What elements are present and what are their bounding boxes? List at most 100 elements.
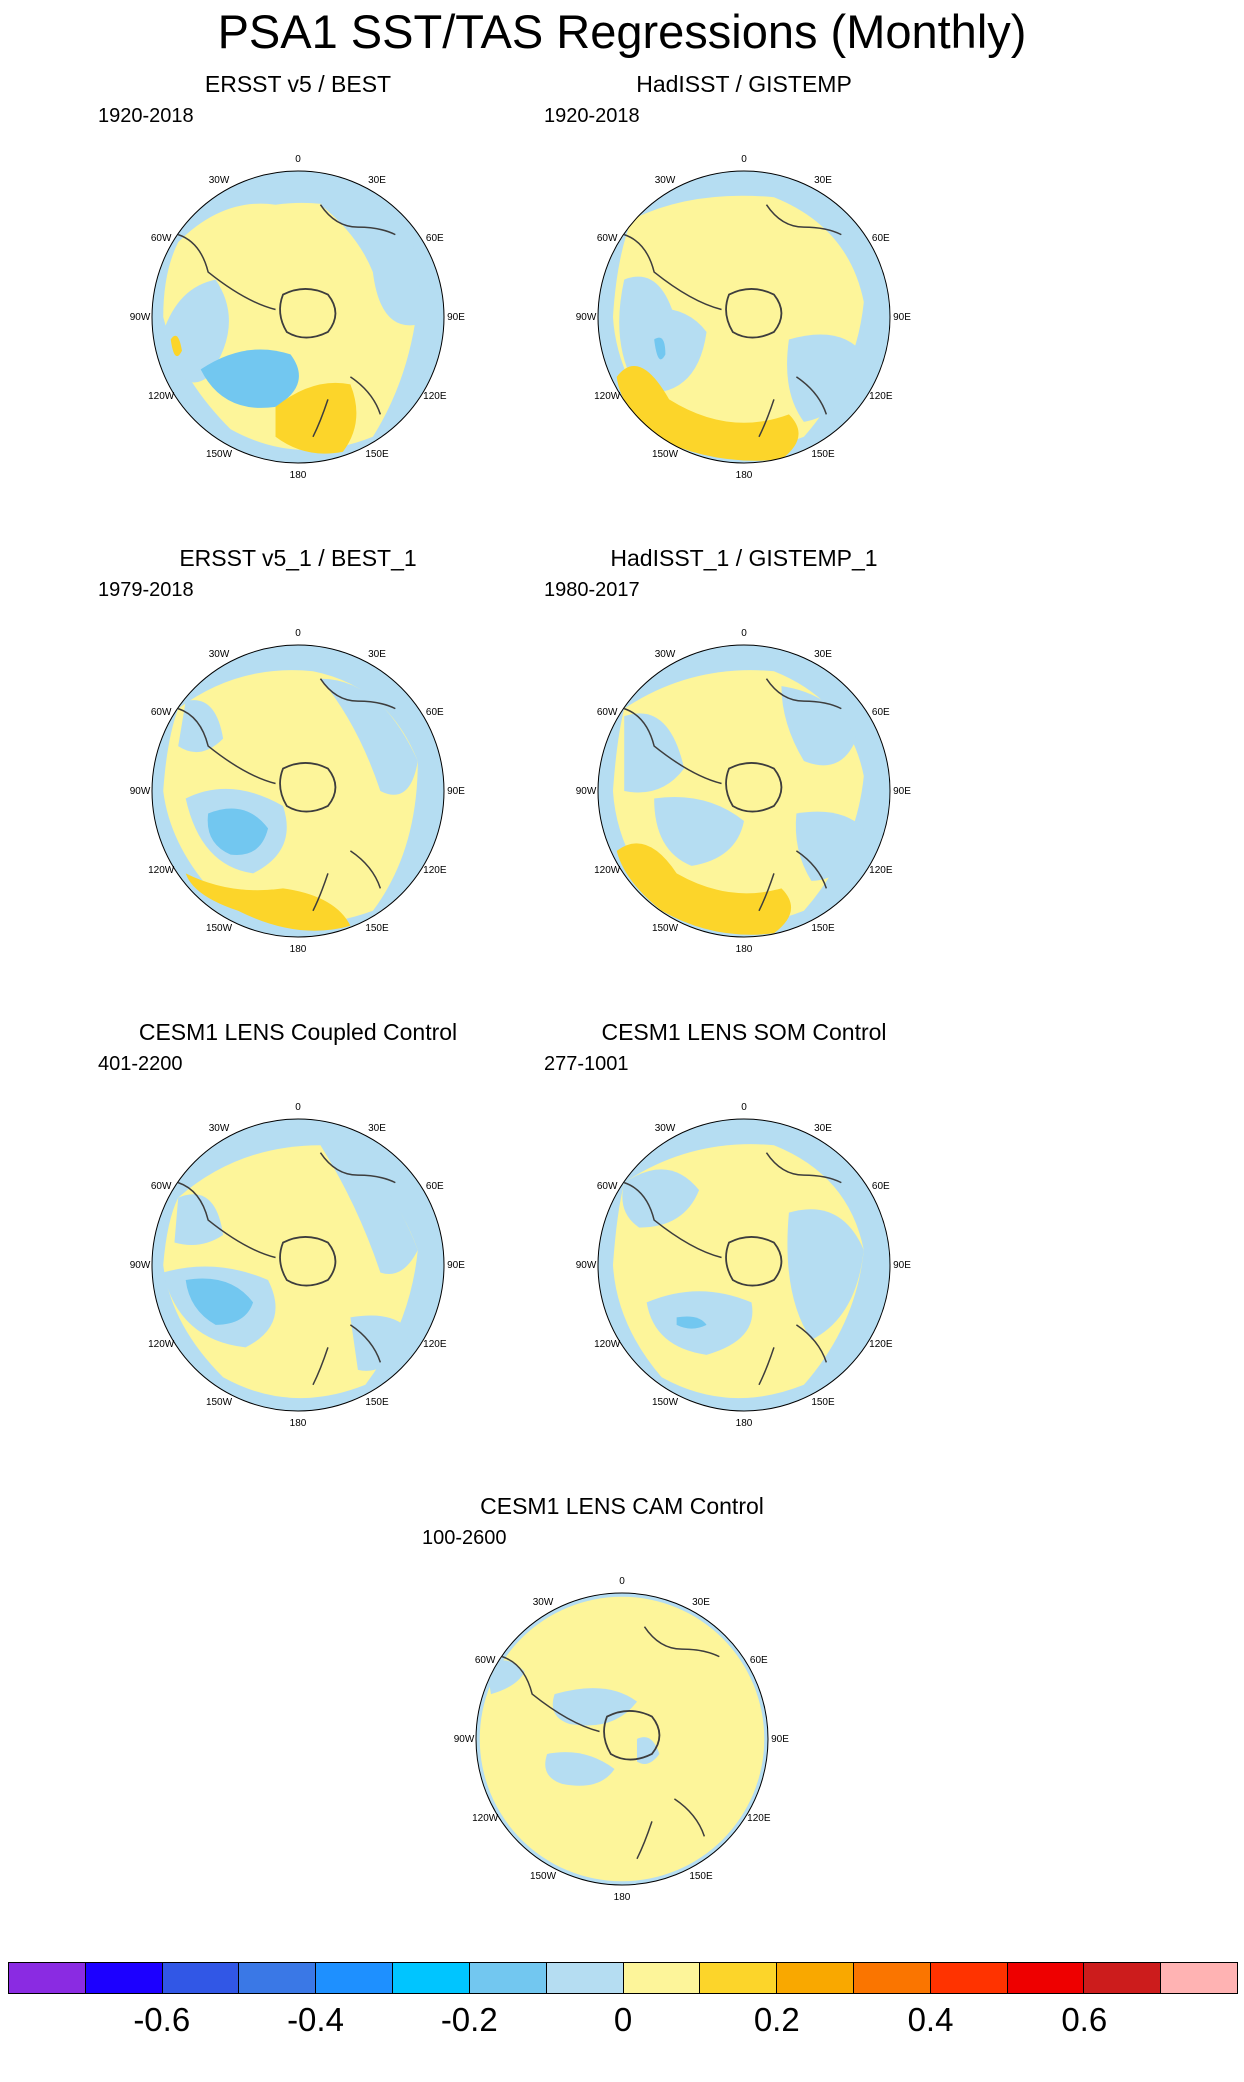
longitude-label: 120W: [594, 391, 621, 402]
map-border: [597, 170, 891, 464]
longitude-label: 30E: [368, 1123, 386, 1134]
longitude-label: 90E: [447, 786, 465, 797]
colorbar-box: [1084, 1963, 1162, 1993]
colorbar-box: [623, 1963, 701, 1993]
panel-years: 1920-2018: [98, 105, 194, 127]
continent-coastline: [177, 204, 396, 438]
colorbar-label: -0.6: [133, 2001, 191, 2038]
colorbar-label: -0.4: [287, 2001, 344, 2038]
anomaly-region: [787, 334, 864, 422]
longitude-label: 0: [741, 154, 747, 165]
longitude-label: 120E: [423, 1339, 447, 1350]
longitude-label: 90W: [576, 1260, 597, 1271]
anomaly-region: [185, 873, 351, 931]
panel-years: 100-2600: [422, 1527, 507, 1549]
map-panel-ersst-best: ERSST v5 / BEST 1920-2018 0 30E 60E 90E 120E…: [78, 70, 518, 530]
longitude-label: 30E: [368, 175, 386, 186]
longitude-label: 90W: [130, 1260, 151, 1271]
colorbar-box: [700, 1963, 778, 1993]
colorbar-box: [162, 1963, 240, 1993]
longitude-label: 90E: [893, 786, 911, 797]
longitude-label: 90W: [576, 786, 597, 797]
antarctica-coastline: [725, 762, 783, 813]
panel-title: ERSST v5_1 / BEST_1: [179, 545, 417, 571]
map-border: [597, 644, 891, 938]
longitude-label: 180: [290, 1418, 307, 1429]
colorbar-box: [853, 1963, 931, 1993]
longitude-label: 30E: [814, 1123, 832, 1134]
longitude-label: 150W: [652, 449, 679, 460]
longitude-label: 30E: [814, 649, 832, 660]
antarctica-coastline: [603, 1710, 661, 1761]
continent-coastline: [501, 1626, 720, 1860]
anomaly-region: [637, 308, 707, 392]
longitude-label: 30W: [209, 649, 230, 660]
colorbar: [8, 1962, 1238, 1994]
longitude-label: 60W: [151, 1181, 172, 1192]
anomaly-region: [795, 811, 864, 881]
colorbar-labels: -0.6 -0.4 -0.2 0 0.2 0.4 0.6: [8, 2000, 1238, 2044]
longitude-label: 150W: [206, 923, 233, 934]
map-panel-ersst1-best1: ERSST v5_1 / BEST_1 1979-2018 0 30E 60E 90E…: [78, 544, 518, 1004]
anomaly-region: [185, 1278, 254, 1325]
colorbar-box: [85, 1963, 163, 1993]
anomaly-region: [781, 686, 857, 766]
longitude-label: 0: [295, 154, 301, 165]
panel-title: ERSST v5 / BEST: [204, 71, 392, 97]
polar-map: 0 30E 60E 90E 120E 150E 180 150W 120W 90W 60W 30W: [454, 1576, 790, 1903]
anomaly-region: [787, 1209, 864, 1340]
colorbar-label: 0.6: [1061, 2001, 1108, 2038]
longitude-label: 30W: [533, 1597, 554, 1608]
polar-map: 0 30E 60E 90E 120E 150E 180 150W 120W 90W 60W 30W: [576, 1102, 912, 1429]
colorbar-box: [930, 1963, 1008, 1993]
longitude-label: 90E: [893, 312, 911, 323]
longitude-label: 120E: [747, 1813, 771, 1824]
map-panel-lens-coupled: CESM1 LENS Coupled Control 401-2200 0 30E…: [78, 1018, 518, 1478]
longitude-label: 60W: [597, 1181, 618, 1192]
longitude-label: 150W: [530, 1871, 557, 1882]
colorbar-box: [469, 1963, 547, 1993]
map-panel-hadisst-gistemp: HadISST / GISTEMP 1920-2018 0 30E 60E 90E 12…: [524, 70, 964, 530]
longitude-label: 150W: [652, 923, 679, 934]
colorbar-label: 0.4: [907, 2001, 954, 2038]
longitude-label: 60W: [151, 233, 172, 244]
colorbar-label: 0.2: [753, 2001, 800, 2038]
anomaly-region: [320, 1145, 418, 1274]
longitude-label: 120W: [594, 1339, 621, 1350]
anomaly-region: [616, 366, 799, 461]
colorbar-box: [316, 1963, 394, 1993]
map-panel-lens-som: CESM1 LENS SOM Control 277-1001 0 30E 60E 9…: [524, 1018, 964, 1478]
anomaly-region: [487, 1660, 525, 1695]
longitude-label: 120E: [423, 865, 447, 876]
polar-map: 0 30E 60E 90E 120E 150E 180 150W 120W 90W 60W 30W: [130, 1102, 466, 1429]
longitude-label: 30W: [655, 1123, 676, 1134]
longitude-label: 60W: [151, 707, 172, 718]
longitude-label: 60E: [426, 1181, 444, 1192]
longitude-label: 150E: [365, 923, 389, 934]
longitude-label: 30W: [655, 649, 676, 660]
colorbar-label: 0: [613, 2001, 633, 2038]
antarctica-coastline: [725, 288, 783, 339]
longitude-label: 120E: [869, 1339, 893, 1350]
longitude-label: 120W: [148, 865, 175, 876]
polar-map: 0 30E 60E 90E 120E 150E 180 150W 120W 90W 60W 30W: [130, 154, 466, 481]
map-border: [475, 1592, 769, 1886]
longitude-label: 90W: [130, 312, 151, 323]
antarctica-coastline: [279, 1236, 337, 1287]
anomaly-region: [170, 335, 182, 357]
continent-coastline: [177, 1152, 396, 1386]
longitude-label: 30W: [209, 1123, 230, 1134]
anomaly-region: [616, 843, 792, 935]
longitude-label: 120W: [472, 1813, 499, 1824]
colorbar-box: [239, 1963, 317, 1993]
longitude-label: 0: [741, 1102, 747, 1113]
longitude-label: 150W: [652, 1397, 679, 1408]
longitude-label: 180: [614, 1892, 631, 1903]
panel-title: CESM1 LENS CAM Control: [480, 1493, 764, 1519]
colorbar-box: [546, 1963, 624, 1993]
panel-title: HadISST_1 / GISTEMP_1: [610, 545, 878, 571]
anomaly-region: [479, 1596, 765, 1882]
colorbar-box: [9, 1963, 86, 1993]
antarctica-coastline: [279, 288, 337, 339]
longitude-label: 90W: [130, 786, 151, 797]
